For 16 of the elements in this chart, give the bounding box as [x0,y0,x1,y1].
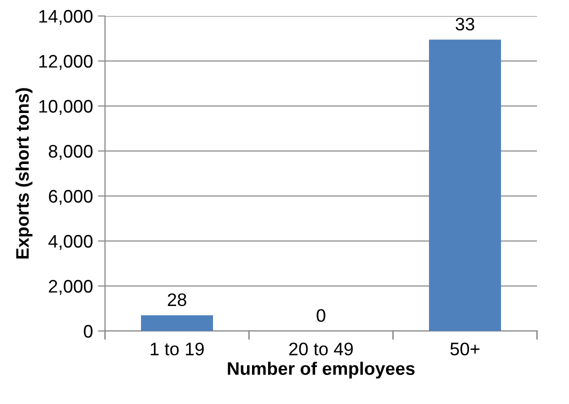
annotation: 28 [168,293,186,306]
y-tick-label: 6,000 [48,190,92,205]
y-tick-label: 0 [84,324,92,338]
y-tick-label: 10,000 [39,100,92,115]
y-tick-label: 8,000 [48,144,92,160]
y-tick-label: 12,000 [39,54,92,70]
y-tick-label: 14,000 [39,10,92,25]
y-tick-label: 4,000 [48,234,92,250]
annotation: 0 [316,309,326,322]
y-tick-label: 2,000 [48,280,92,295]
x-tick-label: 50+ [450,342,480,356]
x-tick-label: 1 to 19 [150,342,204,356]
annotation: 33 [456,18,474,30]
x-tick-label: 20 to 49 [289,342,353,356]
x-axis-title: Number of employees [228,362,415,379]
y-axis-title: Exports (short tons) [16,88,32,259]
